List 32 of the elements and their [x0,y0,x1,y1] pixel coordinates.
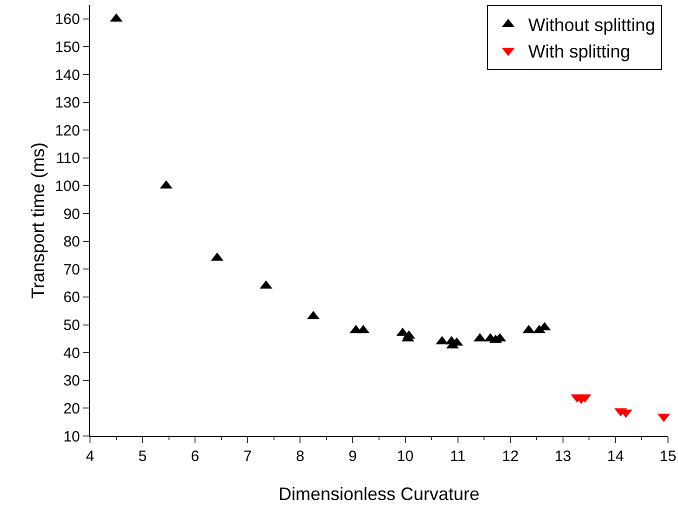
x-tick-label: 7 [243,448,252,465]
x-tick-label: 12 [502,448,519,465]
x-tick-label: 5 [138,448,147,465]
y-tick-label: 150 [54,38,80,56]
x-tick-label: 15 [660,448,676,465]
y-axis-title: Transport time (ms) [28,142,48,299]
legend-label: Without splitting [528,15,656,36]
x-tick-label: 14 [607,448,624,465]
y-tick-label: 30 [63,372,80,390]
y-tick-label: 80 [63,234,80,251]
y-tick-label: 90 [63,206,80,223]
y-tick-label: 130 [54,94,80,112]
x-tick-label: 13 [554,448,572,465]
x-tick-label: 4 [86,448,94,465]
x-tick-label: 11 [450,448,466,465]
y-tick-label: 110 [56,150,80,168]
y-tick-label: 20 [63,400,80,418]
y-tick-label: 60 [63,289,80,306]
y-tick-label: 120 [54,122,80,140]
y-tick-label: 140 [54,66,80,84]
y-tick-label: 160 [54,11,80,28]
y-tick-label: 40 [63,344,80,362]
y-tick-label: 10 [63,428,80,446]
legend-label: With splitting [528,42,630,62]
x-tick-label: 9 [348,448,357,465]
y-tick-label: 50 [63,317,80,334]
x-tick-label: 8 [296,448,304,465]
y-tick-label: 100 [54,178,80,195]
x-axis-title: Dimensionless Curvature [278,484,480,504]
x-tick-label: 6 [190,448,200,465]
x-tick-label: 10 [396,448,414,465]
y-tick-label: 70 [63,261,80,278]
